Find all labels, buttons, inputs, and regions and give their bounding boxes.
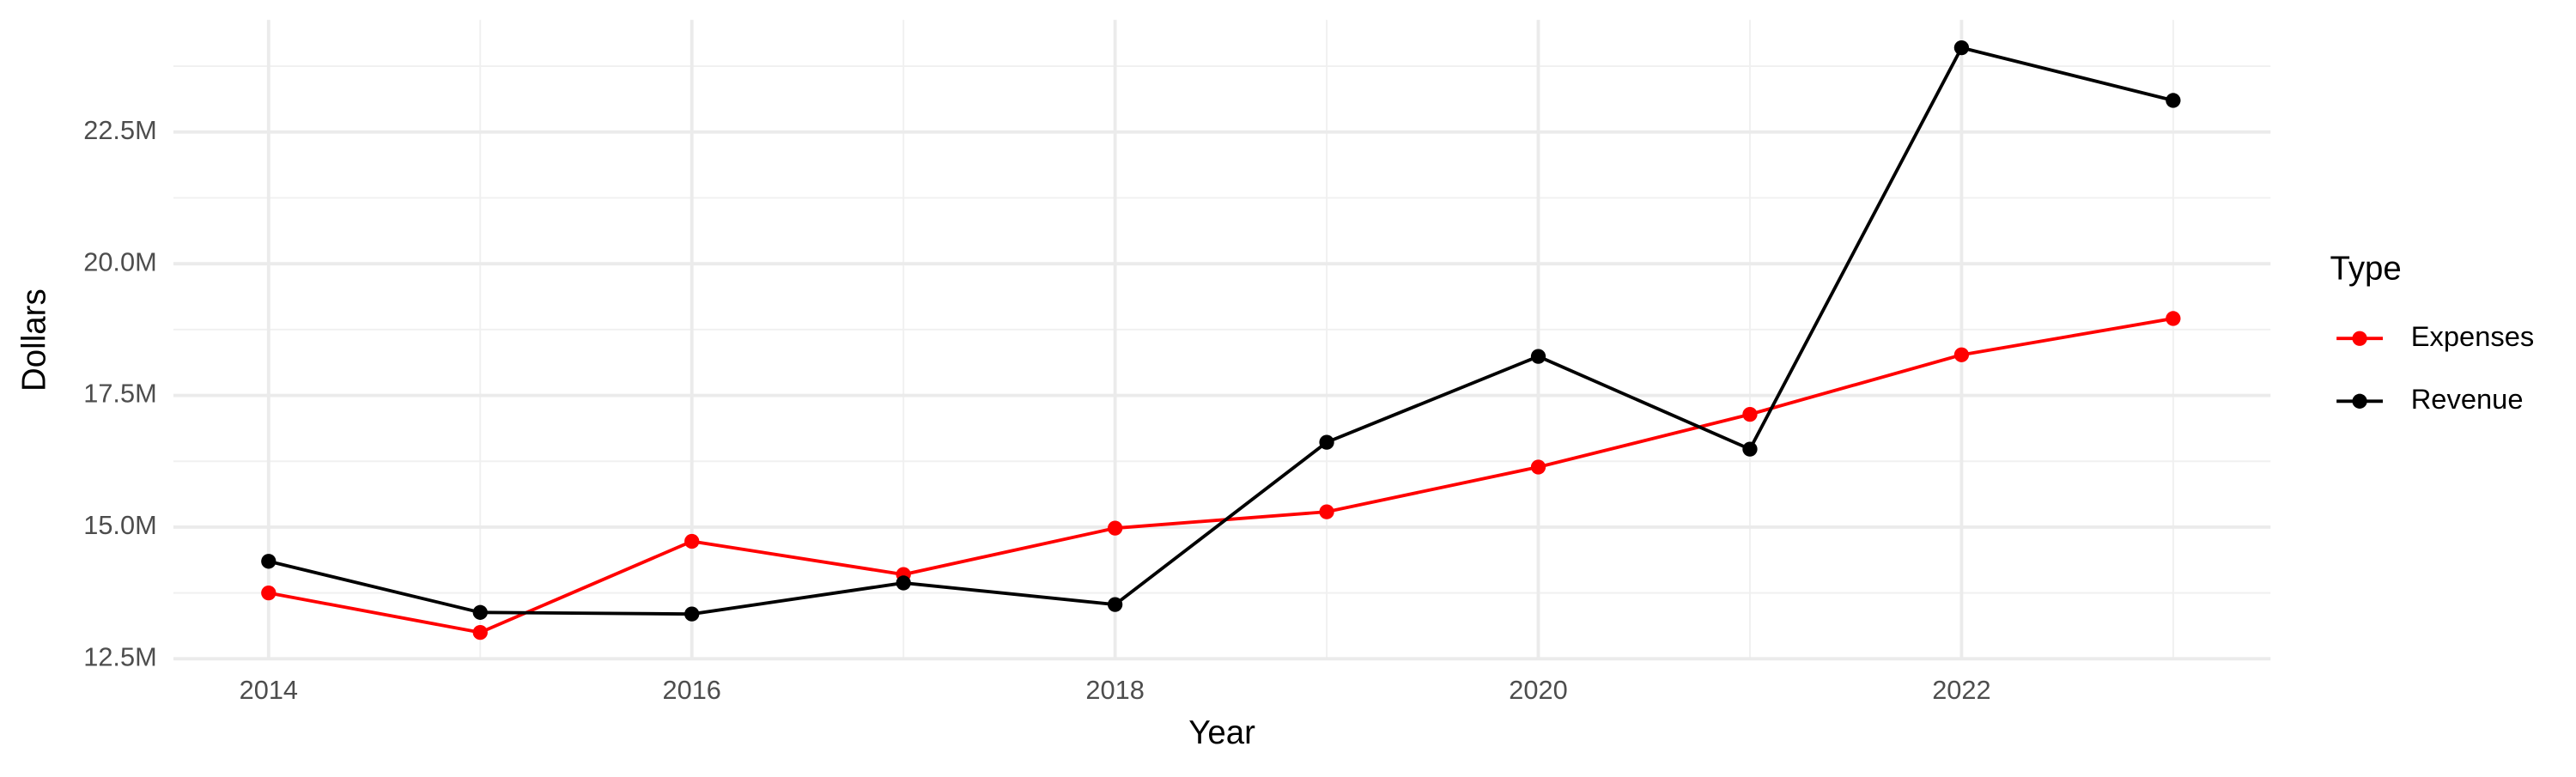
x-tick-label: 2018: [1085, 675, 1144, 705]
data-point: [1742, 441, 1758, 457]
data-point: [1107, 597, 1123, 612]
y-tick-label: 20.0M: [83, 246, 156, 276]
y-axis-title: Dollars: [15, 288, 52, 392]
y-tick-label: 17.5M: [83, 379, 156, 409]
data-point: [2166, 93, 2181, 108]
series-line: [268, 317, 2174, 634]
y-tick-label: 15.0M: [83, 510, 156, 540]
data-point: [2166, 311, 2181, 326]
data-point: [896, 575, 911, 591]
y-tick-label: 22.5M: [83, 115, 156, 145]
data-point: [684, 533, 700, 549]
data-point: [472, 604, 488, 620]
data-point: [1742, 406, 1758, 422]
y-tick-label: 12.5M: [83, 641, 156, 671]
data-point: [1953, 347, 1970, 362]
data-point: [1530, 459, 1546, 475]
series-line: [268, 46, 2174, 616]
data-point: [472, 624, 488, 640]
legend-title: Type: [2330, 251, 2401, 288]
legend-key-point: [2352, 331, 2367, 346]
x-tick-label: 2020: [1509, 675, 1567, 705]
data-point: [1530, 349, 1546, 364]
data-point: [1319, 434, 1334, 450]
x-axis-title: Year: [1188, 714, 1255, 751]
legend-label: Expenses: [2411, 320, 2535, 352]
data-point: [261, 554, 276, 569]
data-point: [1953, 39, 1970, 56]
legend-key-point: [2352, 393, 2367, 409]
legend-label: Revenue: [2411, 383, 2524, 415]
data-point: [1319, 504, 1334, 519]
x-tick-label: 2014: [240, 675, 298, 705]
x-tick-label: 2022: [1932, 675, 1990, 705]
data-point: [261, 585, 276, 601]
data-point: [1107, 520, 1123, 536]
data-point: [684, 606, 700, 622]
x-tick-label: 2016: [663, 675, 721, 705]
